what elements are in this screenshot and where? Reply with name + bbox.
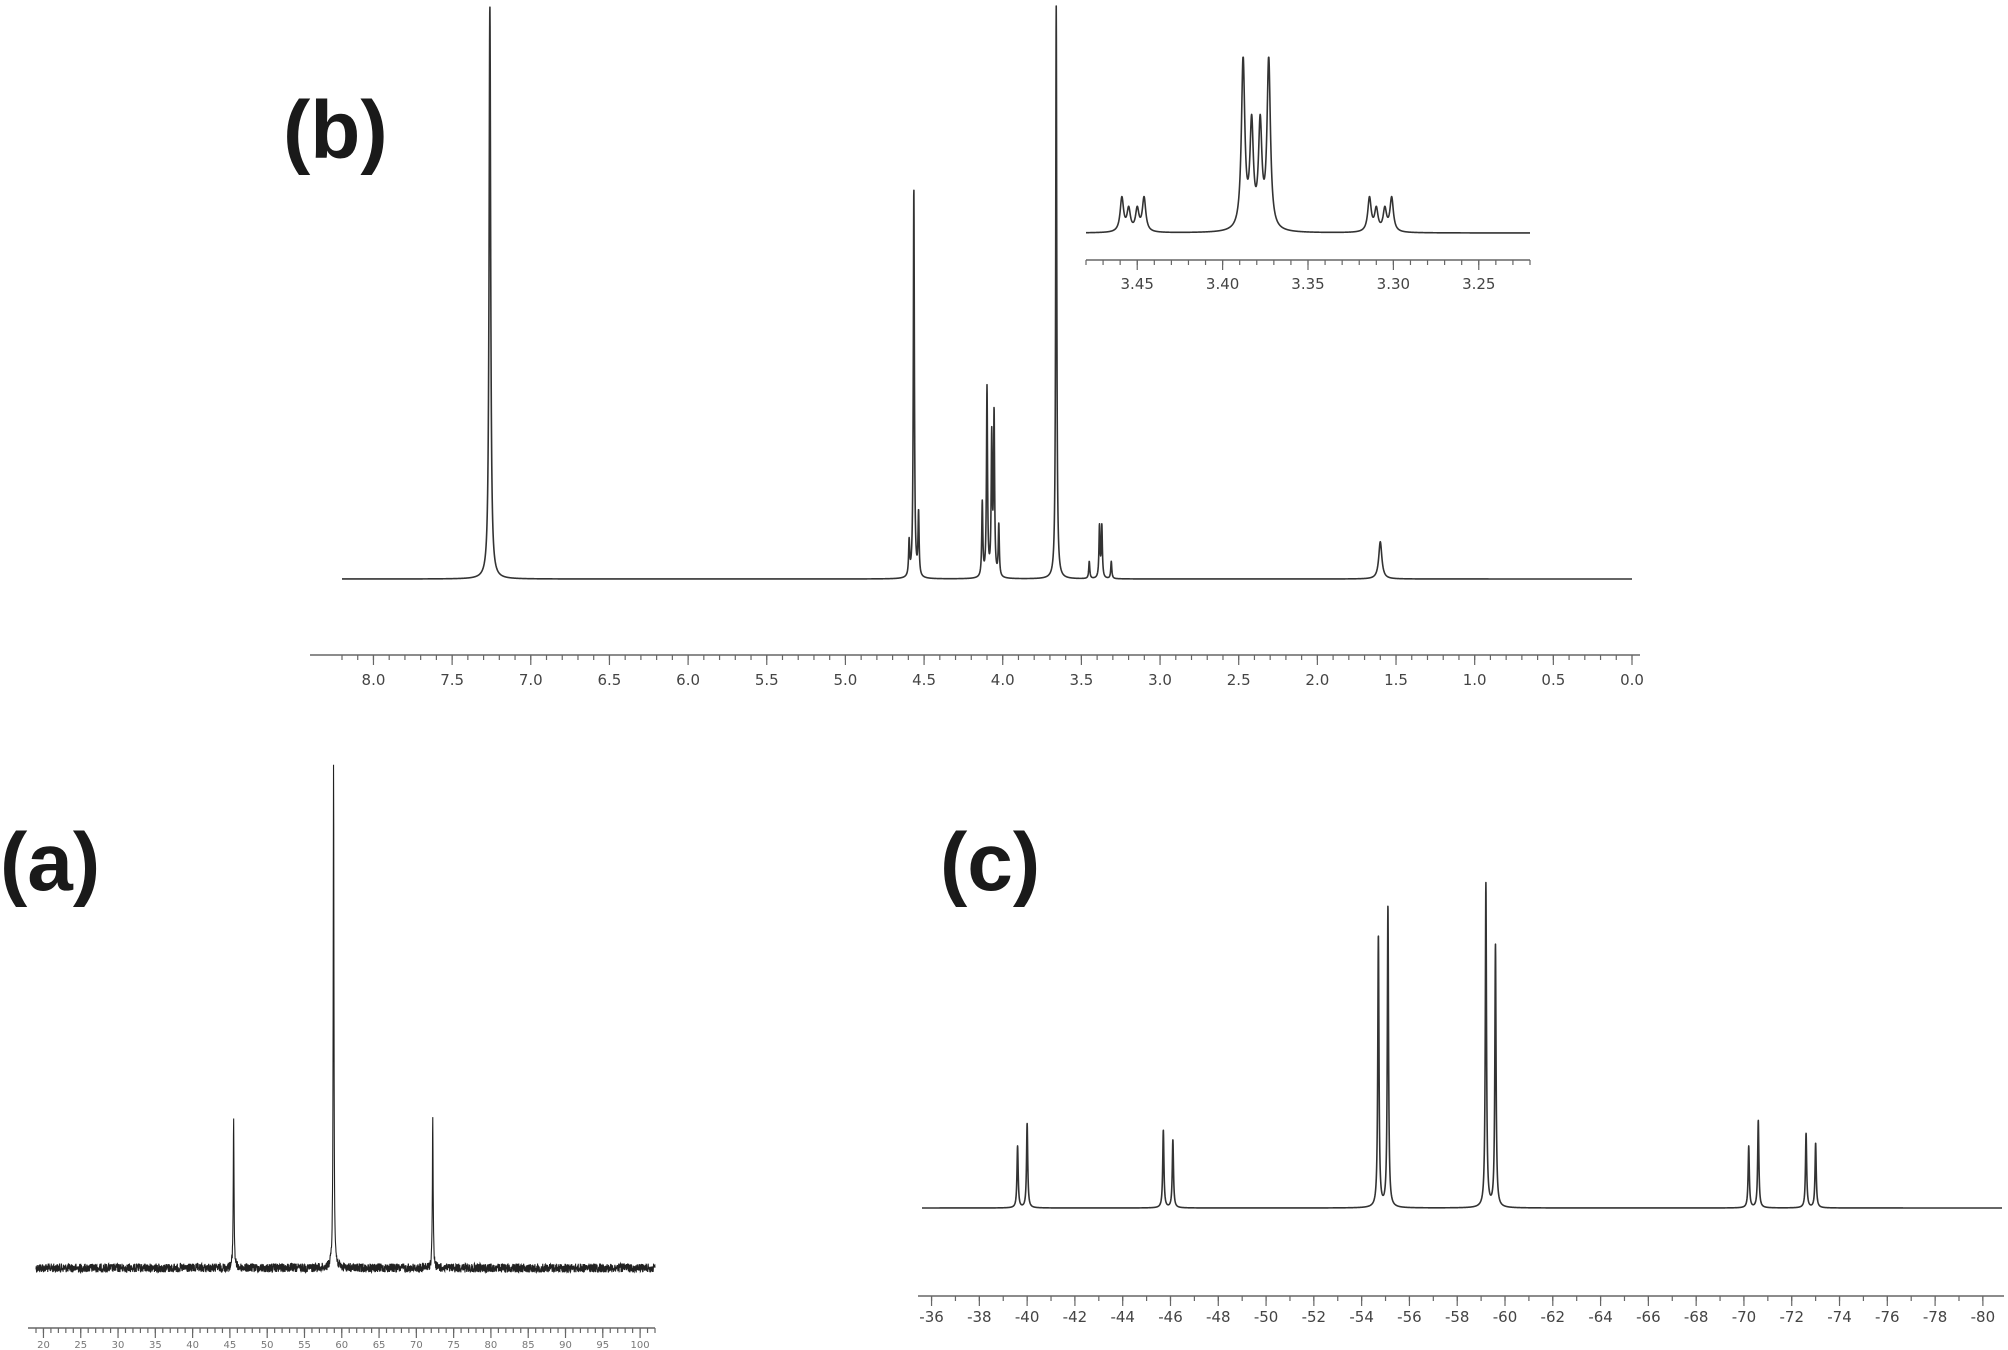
spectrum-c-tick-label: -40 [1015,1308,1040,1326]
spectrum-a-tick-label: 30 [112,1340,125,1350]
spectrum-b-tick-label: 5.0 [833,671,857,689]
spectrum-a-tick-label: 60 [335,1340,348,1350]
spectrum-a-tick-label: 50 [261,1340,274,1350]
spectrum-a-peak-2 [432,1115,434,1117]
spectrum-a-trace [35,764,656,1275]
spectrum-b-tick-label: 6.0 [676,671,700,689]
spectrum-c-tick-label: -68 [1684,1308,1709,1326]
spectrum-b-tick-label: 6.5 [598,671,622,689]
spectrum-b-tick-label: 1.0 [1463,671,1487,689]
spectrum-b-inset-tick-label: 3.35 [1291,275,1324,293]
spectrum-a-tick-label: 75 [447,1340,460,1350]
spectrum-b-tick-label: 0.0 [1620,671,1644,689]
spectrum-c-tick-label: -42 [1063,1308,1088,1326]
spectrum-c-trace [921,881,2003,1209]
panel-label-a: (a) [0,817,100,908]
spectrum-c-tick-label: -76 [1875,1308,1900,1326]
spectrum-b-inset-trace [1085,56,1531,234]
spectrum-b-inset-tick-label: 3.40 [1206,275,1239,293]
spectrum-b-tick-label: 4.0 [991,671,1015,689]
spectrum-c-tick-label: -60 [1493,1308,1518,1326]
spectrum-c-tick-label: -44 [1110,1308,1135,1326]
spectrum-b-inset-tick-label: 3.45 [1121,275,1154,293]
spectrum-c-tick-label: -56 [1397,1308,1422,1326]
spectrum-b-tick-label: 5.5 [755,671,779,689]
spectrum-a-tick-label: 40 [186,1340,199,1350]
spectrum-b-tick-label: 2.0 [1305,671,1329,689]
spectrum-b-tick-label: 3.0 [1148,671,1172,689]
spectrum-a-tick-label: 55 [298,1340,311,1350]
spectrum-a-peak-1 [333,759,335,761]
spectrum-a-tick-label: 25 [74,1340,87,1350]
spectrum-a-tick-label: 100 [631,1340,650,1350]
spectrum-c-tick-label: -80 [1971,1308,1996,1326]
spectrum-b-tick-label: 1.5 [1384,671,1408,689]
spectrum-b-inset-tick-label: 3.30 [1377,275,1410,293]
spectrum-b: 8.0 7.5 7.0 6.5 6.0 5.5 5.0 4.5 4.0 3.5 3.0 2.5 2.0 1… [310,5,1644,689]
spectrum-c-tick-label: -46 [1158,1308,1183,1326]
spectrum-c-tick-label: -74 [1827,1308,1852,1326]
spectrum-a-tick-label: 70 [410,1340,423,1350]
spectrum-a-tick-label: 20 [37,1340,50,1350]
spectrum-b-tick-label: 8.0 [362,671,386,689]
spectrum-a-tick-label: 45 [224,1340,237,1350]
spectrum-b-inset: 3.45 3.40 3.35 3.30 3.25 [1085,56,1531,293]
spectrum-a-tick-label: 80 [485,1340,498,1350]
spectrum-a-tick-label: 65 [373,1340,386,1350]
spectrum-c-tick-label: -50 [1254,1308,1279,1326]
spectrum-b-tick-label: 3.5 [1069,671,1093,689]
spectrum-a-peak-0 [233,1115,235,1117]
spectrum-b-tick-label: 0.5 [1541,671,1565,689]
panel-label-b: (b) [283,85,388,176]
spectrum-b-tick-label: 7.5 [440,671,464,689]
spectrum-c-tick-label: -62 [1541,1308,1566,1326]
spectrum-c-tick-label: -48 [1206,1308,1231,1326]
spectrum-c-tick-label: -58 [1445,1308,1470,1326]
spectrum-c-tick-label: -72 [1779,1308,1804,1326]
spectrum-b-trace [341,5,1633,580]
spectrum-b-tick-label: 4.5 [912,671,936,689]
spectrum-c-tick-label: -66 [1636,1308,1661,1326]
spectrum-b-inset-tick-label: 3.25 [1462,275,1495,293]
spectrum-c-tick-label: -64 [1588,1308,1613,1326]
spectrum-b-tick-label: 7.0 [519,671,543,689]
spectrum-c-tick-label: -78 [1923,1308,1948,1326]
spectrum-a-tick-label: 85 [522,1340,535,1350]
spectrum-c: -36 -38 -40 -42 -44 -46 -48 -50 -52 -54 -56 -58 -60 -… [918,881,2004,1326]
spectrum-a-tick-label: 95 [596,1340,609,1350]
spectrum-c-tick-label: -52 [1302,1308,1327,1326]
panel-label-c: (c) [940,817,1040,908]
spectrum-b-tick-label: 2.5 [1227,671,1251,689]
spectrum-a-tick-label: 35 [149,1340,162,1350]
spectrum-c-tick-label: -38 [967,1308,992,1326]
spectrum-a: 20 25 30 35 40 45 50 55 60 65 70 75 80 85 90 95 100 [28,759,656,1350]
spectrum-a-tick-label: 90 [559,1340,572,1350]
spectrum-c-tick-label: -54 [1349,1308,1374,1326]
spectrum-c-tick-label: -36 [919,1308,944,1326]
spectrum-c-tick-label: -70 [1732,1308,1757,1326]
